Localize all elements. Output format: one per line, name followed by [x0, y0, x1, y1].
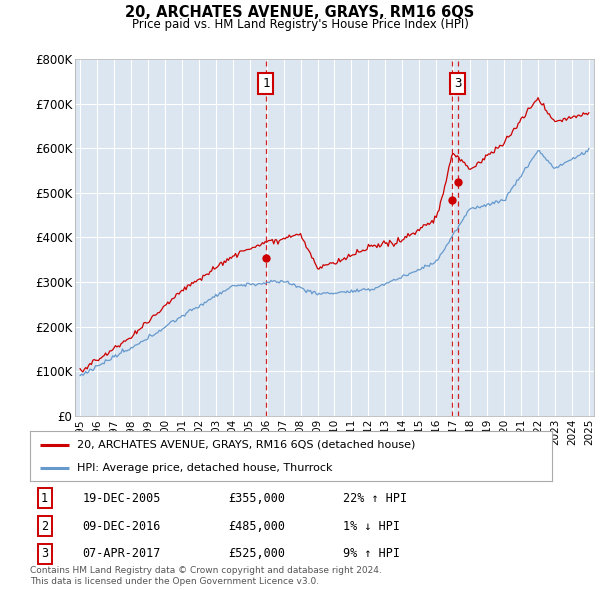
Text: 2: 2	[41, 520, 48, 533]
Text: HPI: Average price, detached house, Thurrock: HPI: Average price, detached house, Thur…	[77, 463, 332, 473]
Text: 19-DEC-2005: 19-DEC-2005	[82, 491, 161, 504]
Text: 9% ↑ HPI: 9% ↑ HPI	[343, 548, 400, 560]
Text: £485,000: £485,000	[229, 520, 286, 533]
Text: Price paid vs. HM Land Registry's House Price Index (HPI): Price paid vs. HM Land Registry's House …	[131, 18, 469, 31]
Text: 20, ARCHATES AVENUE, GRAYS, RM16 6QS: 20, ARCHATES AVENUE, GRAYS, RM16 6QS	[125, 5, 475, 19]
Text: 1: 1	[41, 491, 48, 504]
Text: 1% ↓ HPI: 1% ↓ HPI	[343, 520, 400, 533]
Text: 3: 3	[454, 77, 461, 90]
Text: 22% ↑ HPI: 22% ↑ HPI	[343, 491, 407, 504]
Text: Contains HM Land Registry data © Crown copyright and database right 2024.
This d: Contains HM Land Registry data © Crown c…	[30, 566, 382, 586]
Text: 20, ARCHATES AVENUE, GRAYS, RM16 6QS (detached house): 20, ARCHATES AVENUE, GRAYS, RM16 6QS (de…	[77, 440, 415, 450]
Text: 09-DEC-2016: 09-DEC-2016	[82, 520, 161, 533]
Text: 3: 3	[41, 548, 48, 560]
Text: 07-APR-2017: 07-APR-2017	[82, 548, 161, 560]
Text: 1: 1	[262, 77, 270, 90]
Text: £525,000: £525,000	[229, 548, 286, 560]
Text: £355,000: £355,000	[229, 491, 286, 504]
